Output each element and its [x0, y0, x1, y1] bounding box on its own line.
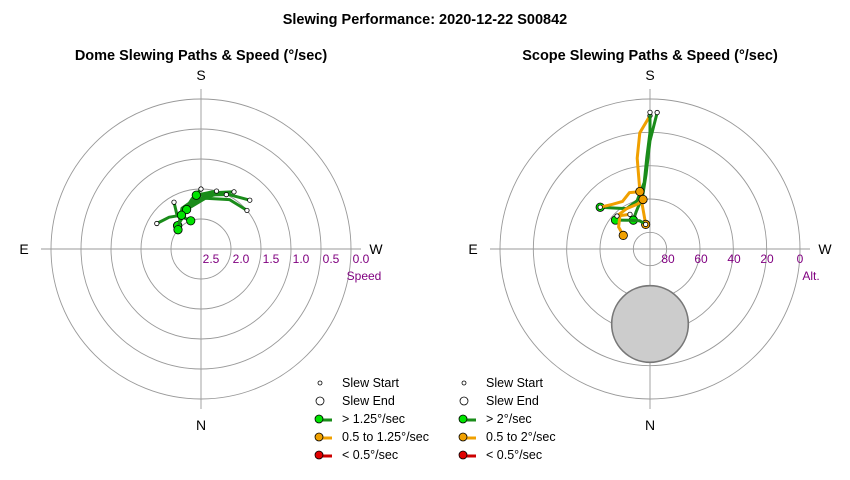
- legend-label: < 0.5°/sec: [486, 448, 542, 462]
- direction-label-bottom: N: [196, 417, 206, 433]
- legend-label: > 2°/sec: [486, 412, 532, 426]
- radial-tick-label: 0: [797, 252, 804, 266]
- radial-axis-label: Speed: [347, 269, 382, 283]
- slew-paths: [154, 186, 253, 235]
- legend-label: < 0.5°/sec: [342, 448, 398, 462]
- legend: Slew Start Slew End > 1.25°/sec 0.5 to 1.25…: [314, 376, 429, 462]
- chart-title: Dome Slewing Paths & Speed (°/sec): [75, 48, 328, 64]
- slew-start-marker: [213, 188, 220, 194]
- slew-path: [631, 111, 659, 222]
- legend-swatch-end: [459, 396, 469, 406]
- legend-label: 0.5 to 1.25°/sec: [342, 430, 429, 444]
- legend-label: Slew Start: [486, 376, 543, 390]
- slew-end-marker: [638, 194, 648, 205]
- legend-swatch-dot: [314, 432, 324, 442]
- legend-swatch-dot: [458, 432, 468, 442]
- slew-paths: [595, 109, 660, 240]
- slew-start-marker: [647, 109, 653, 115]
- slew-path: [598, 190, 642, 209]
- legend-swatch-dot: [458, 414, 468, 424]
- slew-end-marker: [173, 225, 183, 235]
- direction-label-right: W: [818, 241, 832, 257]
- legend-swatch-dot: [314, 450, 324, 460]
- chart-title: Scope Slewing Paths & Speed (°/sec): [522, 48, 778, 64]
- direction-label-top: S: [196, 67, 205, 83]
- slew-start-marker: [231, 189, 237, 195]
- radial-tick-label: 40: [727, 252, 741, 266]
- radial-tick-label: 80: [661, 252, 675, 266]
- slew-start-marker: [223, 192, 229, 198]
- slew-end-marker: [182, 204, 192, 215]
- direction-label-top: S: [645, 67, 654, 83]
- slew-start-marker: [171, 199, 177, 205]
- moon-disc: [610, 284, 690, 364]
- legend-swatch-end: [315, 396, 325, 406]
- dome-polar-chart: Dome Slewing Paths & Speed (°/sec) S N E W 2.…: [19, 48, 429, 462]
- legend-swatch-start: [461, 380, 467, 386]
- slew-end-marker: [635, 186, 645, 197]
- slew-path: [617, 212, 632, 237]
- slew-start-marker: [247, 197, 253, 203]
- scope-polar-chart: Scope Slewing Paths & Speed (°/sec) S N E W 8…: [458, 48, 832, 462]
- direction-label-left: E: [468, 241, 477, 257]
- legend-swatch-start: [317, 380, 323, 386]
- radial-tick-label: 2.5: [203, 252, 220, 266]
- slew-start-marker: [643, 221, 649, 227]
- slew-end-marker: [186, 216, 196, 226]
- radial-tick-label: 60: [694, 252, 708, 266]
- slew-end-marker: [618, 230, 628, 240]
- legend-label: > 1.25°/sec: [342, 412, 405, 426]
- legend-label: 0.5 to 2°/sec: [486, 430, 556, 444]
- legend-label: Slew End: [486, 394, 539, 408]
- radial-tick-label: 1.0: [293, 252, 310, 266]
- figure-title: Slewing Performance: 2020-12-22 S00842: [283, 12, 568, 28]
- slew-start-marker: [614, 213, 620, 219]
- legend-label: Slew Start: [342, 376, 399, 390]
- direction-label-left: E: [19, 241, 28, 257]
- legend: Slew Start Slew End > 2°/sec 0.5 to 2°/sec <…: [458, 376, 556, 462]
- slew-end-marker: [191, 190, 201, 200]
- direction-label-right: W: [369, 241, 383, 257]
- slew-start-marker: [154, 220, 160, 227]
- slew-path: [185, 196, 249, 212]
- legend-label: Slew End: [342, 394, 395, 408]
- radial-tick-label: 0.5: [323, 252, 340, 266]
- direction-label-bottom: N: [645, 417, 655, 433]
- slew-start-marker: [244, 207, 250, 214]
- legend-swatch-dot: [458, 450, 468, 460]
- radial-tick-label: 0.0: [353, 252, 370, 266]
- radial-tick-label: 1.5: [263, 252, 280, 266]
- radial-axis-label: Alt.: [802, 269, 819, 283]
- slew-path: [614, 218, 648, 226]
- slew-end-marker: [176, 210, 187, 220]
- radial-tick-label: 20: [760, 252, 774, 266]
- slew-start-marker: [597, 204, 603, 210]
- slew-start-marker: [198, 186, 204, 192]
- slew-start-marker: [627, 211, 633, 217]
- radial-tick-label: 2.0: [233, 252, 250, 266]
- legend-swatch-dot: [314, 414, 324, 424]
- slew-start-marker: [654, 109, 660, 116]
